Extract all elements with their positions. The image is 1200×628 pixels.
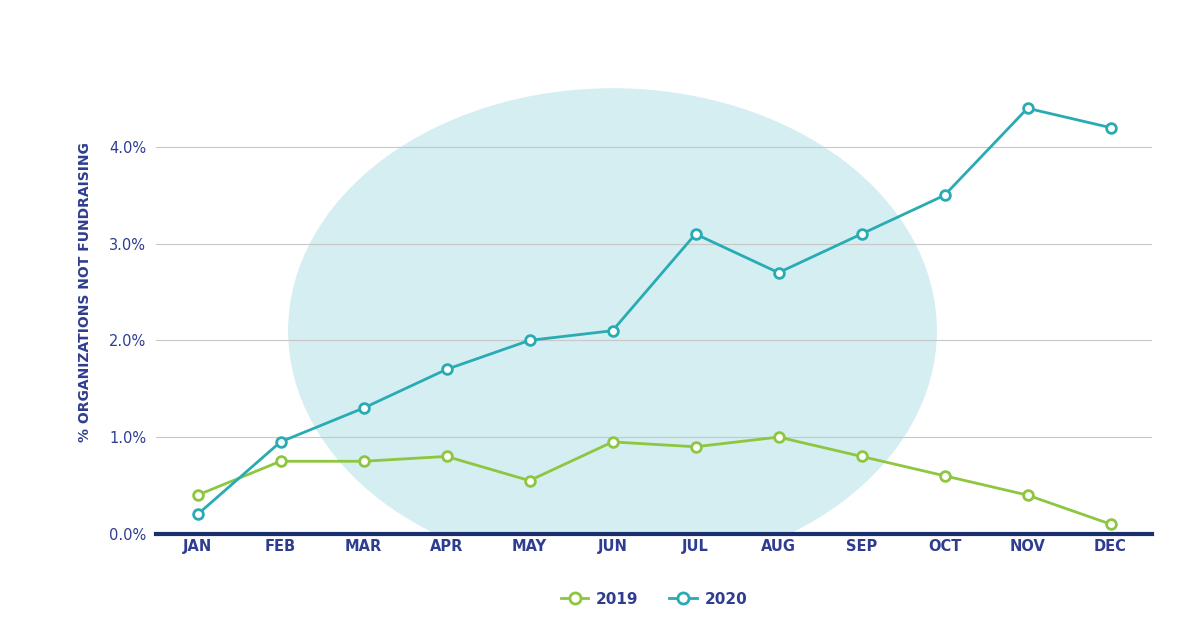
- 2020: [522, 337, 536, 344]
- 2020: [1103, 124, 1117, 131]
- 2019: [772, 433, 786, 441]
- 2020: [772, 269, 786, 276]
- 2020: [689, 230, 703, 238]
- 2019: [1020, 491, 1034, 499]
- 2020: [605, 327, 619, 335]
- 2019: [605, 438, 619, 446]
- Ellipse shape: [289, 89, 936, 573]
- 2020: [1020, 104, 1034, 112]
- 2019: [356, 457, 371, 465]
- 2020: [439, 365, 454, 373]
- 2019: [854, 453, 869, 460]
- 2020: [274, 438, 288, 446]
- 2019: [439, 453, 454, 460]
- Legend: 2019, 2020: 2019, 2020: [554, 586, 754, 613]
- 2019: [689, 443, 703, 450]
- 2020: [854, 230, 869, 238]
- Y-axis label: % ORGANIZATIONS NOT FUNDRAISING: % ORGANIZATIONS NOT FUNDRAISING: [78, 142, 92, 442]
- 2019: [191, 491, 205, 499]
- 2020: [937, 192, 952, 199]
- 2019: [937, 472, 952, 480]
- 2020: [191, 511, 205, 518]
- 2019: [274, 457, 288, 465]
- Line: 2020: 2020: [193, 104, 1115, 519]
- 2019: [1103, 521, 1117, 528]
- 2019: [522, 477, 536, 484]
- 2020: [356, 404, 371, 412]
- Line: 2019: 2019: [193, 432, 1115, 529]
